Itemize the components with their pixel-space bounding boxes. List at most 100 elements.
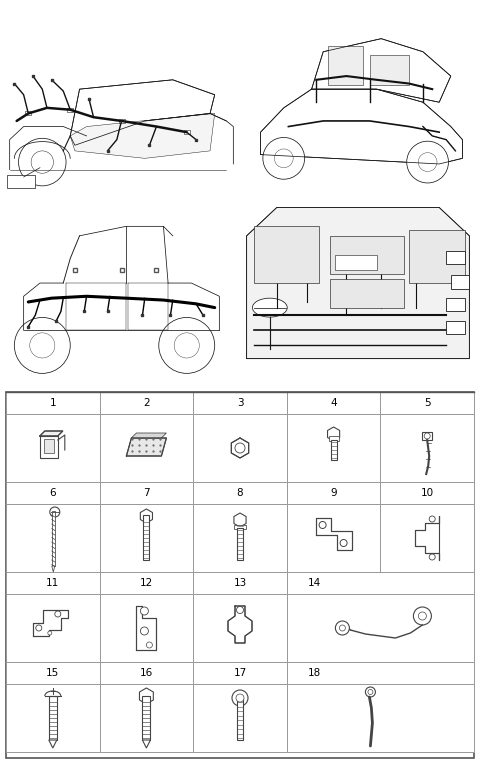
Polygon shape bbox=[328, 46, 363, 85]
Bar bbox=[380, 392, 474, 414]
Bar bbox=[287, 504, 380, 572]
Bar bbox=[6, 392, 100, 414]
Circle shape bbox=[14, 317, 70, 373]
Circle shape bbox=[50, 507, 60, 517]
Bar bbox=[329, 436, 338, 441]
Bar bbox=[100, 594, 193, 662]
Polygon shape bbox=[415, 516, 439, 560]
Bar bbox=[287, 684, 380, 752]
Bar bbox=[193, 392, 287, 414]
Circle shape bbox=[258, 239, 291, 271]
Polygon shape bbox=[234, 513, 246, 527]
Text: 2: 2 bbox=[143, 398, 150, 408]
Bar bbox=[193, 504, 287, 572]
Circle shape bbox=[140, 627, 148, 635]
Bar bbox=[331, 440, 336, 460]
Bar bbox=[100, 392, 193, 414]
Circle shape bbox=[275, 149, 293, 168]
Circle shape bbox=[429, 516, 435, 522]
Ellipse shape bbox=[252, 298, 287, 317]
Bar bbox=[40, 436, 58, 458]
Circle shape bbox=[418, 153, 437, 172]
Bar bbox=[52, 511, 55, 566]
Bar bbox=[287, 594, 380, 662]
Polygon shape bbox=[49, 740, 57, 748]
Polygon shape bbox=[140, 688, 153, 704]
Bar bbox=[6, 594, 100, 662]
Polygon shape bbox=[316, 518, 351, 550]
Bar bbox=[287, 482, 380, 504]
Text: 9: 9 bbox=[330, 488, 337, 498]
Bar bbox=[287, 414, 380, 482]
Text: 3: 3 bbox=[237, 398, 243, 408]
Bar bbox=[330, 279, 404, 307]
Text: 15: 15 bbox=[46, 668, 60, 678]
Circle shape bbox=[413, 607, 432, 625]
Bar bbox=[446, 321, 465, 334]
Text: 1: 1 bbox=[49, 398, 56, 408]
Circle shape bbox=[429, 554, 435, 560]
Bar bbox=[193, 572, 287, 594]
Text: 14: 14 bbox=[308, 578, 322, 588]
Polygon shape bbox=[140, 509, 153, 523]
Bar bbox=[100, 504, 193, 572]
Bar bbox=[446, 298, 465, 311]
Polygon shape bbox=[33, 610, 68, 636]
Text: 7: 7 bbox=[143, 488, 150, 498]
Bar bbox=[100, 482, 193, 504]
Text: 6: 6 bbox=[49, 488, 56, 498]
Circle shape bbox=[339, 625, 346, 631]
Bar bbox=[144, 515, 149, 560]
Bar bbox=[253, 227, 319, 283]
Bar bbox=[234, 525, 246, 529]
Circle shape bbox=[424, 433, 430, 439]
Bar bbox=[44, 439, 54, 453]
Bar bbox=[380, 662, 474, 684]
Polygon shape bbox=[261, 89, 462, 164]
Circle shape bbox=[36, 625, 42, 631]
Polygon shape bbox=[327, 427, 340, 441]
Bar bbox=[49, 696, 57, 740]
Text: 17: 17 bbox=[233, 668, 247, 678]
Polygon shape bbox=[247, 208, 469, 359]
Bar bbox=[6, 414, 100, 482]
Polygon shape bbox=[143, 740, 150, 748]
Bar bbox=[287, 594, 474, 662]
Bar bbox=[7, 175, 36, 188]
Bar bbox=[193, 482, 287, 504]
Circle shape bbox=[284, 241, 312, 269]
Circle shape bbox=[365, 687, 375, 697]
Circle shape bbox=[19, 138, 66, 186]
Circle shape bbox=[55, 611, 61, 617]
Bar bbox=[451, 275, 469, 288]
Bar bbox=[193, 662, 287, 684]
Text: 18: 18 bbox=[308, 668, 322, 678]
Bar bbox=[287, 392, 380, 414]
Bar bbox=[193, 594, 287, 662]
Bar bbox=[287, 684, 474, 752]
Text: 11: 11 bbox=[46, 578, 60, 588]
Bar bbox=[409, 230, 465, 283]
Polygon shape bbox=[231, 438, 249, 458]
Bar bbox=[184, 130, 190, 134]
Polygon shape bbox=[312, 39, 451, 102]
Circle shape bbox=[30, 333, 55, 358]
Circle shape bbox=[237, 607, 243, 613]
Bar bbox=[380, 684, 474, 752]
Circle shape bbox=[159, 317, 215, 373]
Text: 13: 13 bbox=[233, 578, 247, 588]
Bar bbox=[380, 594, 474, 662]
Circle shape bbox=[31, 151, 53, 173]
Bar bbox=[25, 111, 31, 115]
Text: 5: 5 bbox=[424, 398, 431, 408]
Text: 16: 16 bbox=[140, 668, 153, 678]
Bar bbox=[380, 482, 474, 504]
Polygon shape bbox=[136, 606, 156, 650]
Bar bbox=[100, 662, 193, 684]
Bar bbox=[193, 684, 287, 752]
Bar bbox=[193, 414, 287, 482]
Bar bbox=[237, 528, 243, 560]
Bar bbox=[446, 251, 465, 264]
Bar bbox=[119, 119, 124, 123]
Bar bbox=[100, 414, 193, 482]
